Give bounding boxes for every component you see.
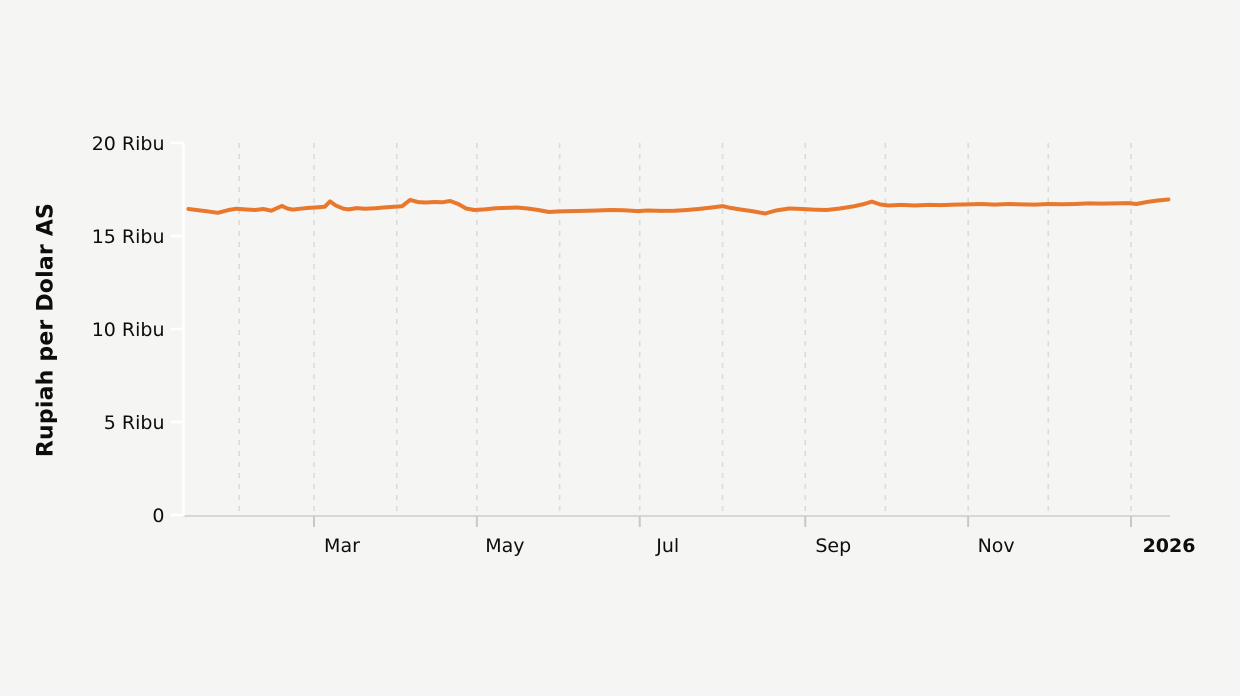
x-tick-label: Sep — [815, 535, 851, 557]
x-tick-label: Jul — [655, 535, 679, 557]
y-tick-label: 0 — [152, 505, 164, 527]
x-tick-label: 2026 — [1143, 535, 1196, 557]
x-tick-label: Nov — [978, 535, 1015, 557]
y-tick-label: 5 Ribu — [104, 412, 165, 434]
x-tick-label: May — [485, 535, 524, 557]
x-tick-label: Mar — [324, 535, 360, 557]
y-tick-label: 20 Ribu — [92, 133, 165, 155]
y-tick-label: 15 Ribu — [92, 226, 165, 248]
series-line — [186, 197, 1171, 216]
y-tick-label: 10 Ribu — [92, 319, 165, 341]
